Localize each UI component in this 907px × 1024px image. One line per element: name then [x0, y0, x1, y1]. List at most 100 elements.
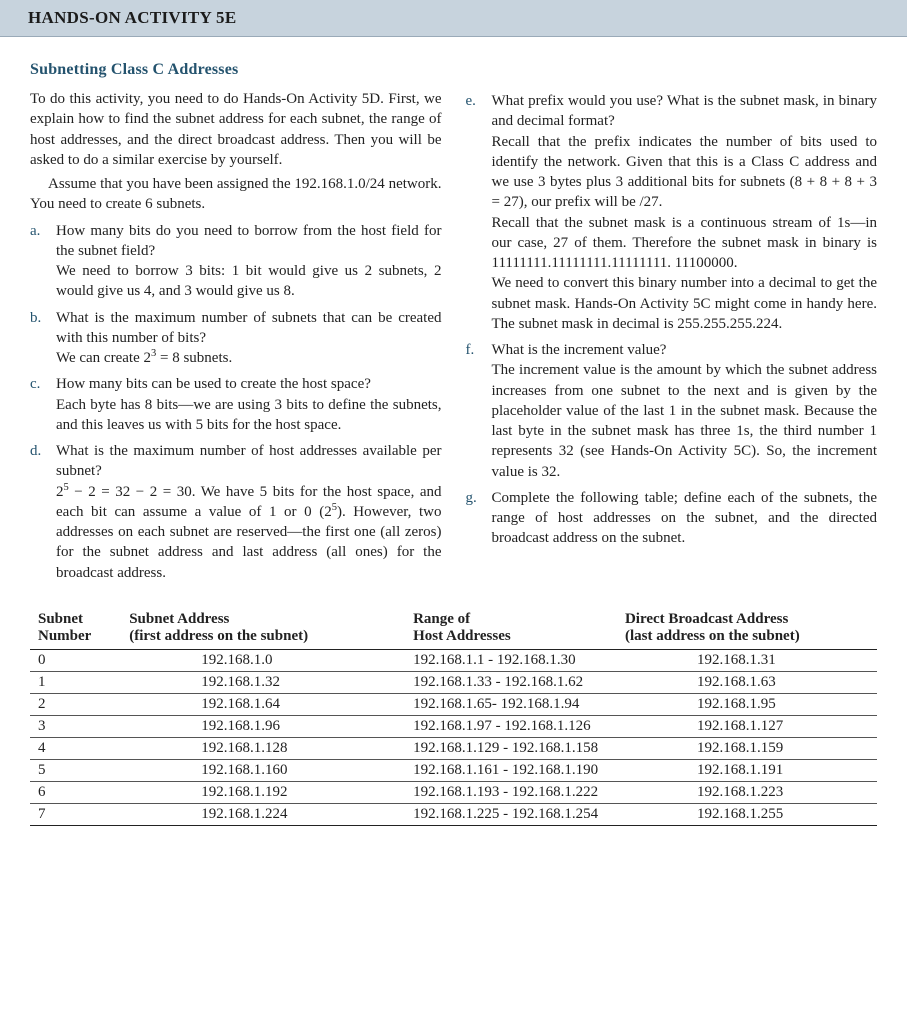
table-cell: 192.168.1.191 — [617, 759, 877, 781]
qa-question: What prefix would you use? What is the s… — [492, 93, 878, 129]
qa-letter: e. — [466, 91, 492, 334]
page: HANDS-ON ACTIVITY 5E Subnetting Class C … — [0, 0, 907, 846]
qa-body: What is the maximum number of subnets th… — [56, 308, 442, 369]
table-cell: 192.168.1.128 — [121, 737, 405, 759]
qa-question: What is the maximum number of subnets th… — [56, 310, 442, 346]
table-cell: 3 — [30, 715, 121, 737]
qa-question: How many bits do you need to borrow from… — [56, 223, 442, 259]
table-cell: 192.168.1.32 — [121, 671, 405, 693]
table-cell: 6 — [30, 781, 121, 803]
qa-answer: Each byte has 8 bits—we are using 3 bits… — [56, 395, 442, 436]
qa-item-b: b. What is the maximum number of subnets… — [30, 308, 442, 369]
table-row: 1192.168.1.32192.168.1.33 - 192.168.1.62… — [30, 671, 877, 693]
qa-body: Complete the following table; define eac… — [492, 488, 878, 549]
activity-title: HANDS-ON ACTIVITY 5E — [28, 8, 236, 27]
qa-body: How many bits can be used to create the … — [56, 374, 442, 435]
table-cell: 2 — [30, 693, 121, 715]
activity-header-bar: HANDS-ON ACTIVITY 5E — [0, 0, 907, 37]
qa-answer: Recall that the prefix indicates the num… — [492, 132, 878, 213]
left-column: To do this activity, you need to do Hand… — [30, 85, 442, 585]
qa-question: How many bits can be used to create the … — [56, 376, 371, 392]
table-cell: 7 — [30, 803, 121, 825]
qa-letter: c. — [30, 374, 56, 435]
table-row: 3192.168.1.96192.168.1.97 - 192.168.1.12… — [30, 715, 877, 737]
table-cell: 192.168.1.64 — [121, 693, 405, 715]
body-content: Subnetting Class C Addresses To do this … — [0, 37, 907, 585]
qa-letter: g. — [466, 488, 492, 549]
qa-answer-2: Recall that the subnet mask is a continu… — [492, 213, 878, 274]
th-line2: (first address on the subnet) — [129, 628, 397, 645]
table-row: 5192.168.1.160192.168.1.161 - 192.168.1.… — [30, 759, 877, 781]
table-cell: 0 — [30, 649, 121, 671]
table-cell: 192.168.1.161 - 192.168.1.190 — [405, 759, 617, 781]
table-head: Subnet Number Subnet Address (first addr… — [30, 607, 877, 650]
table-body: 0192.168.1.0192.168.1.1 - 192.168.1.3019… — [30, 649, 877, 825]
table-cell: 192.168.1.159 — [617, 737, 877, 759]
table-cell: 4 — [30, 737, 121, 759]
th-host-range: Range of Host Addresses — [405, 607, 617, 650]
th-line1: Range of — [413, 611, 609, 628]
qa-body: What is the maximum number of host addre… — [56, 441, 442, 583]
table-cell: 192.168.1.0 — [121, 649, 405, 671]
qa-answer: 25 − 2 = 32 − 2 = 30. We have 5 bits for… — [56, 482, 442, 583]
th-line1: Subnet Address — [129, 611, 397, 628]
table-cell: 192.168.1.1 - 192.168.1.30 — [405, 649, 617, 671]
table-cell: 192.168.1.192 — [121, 781, 405, 803]
table-cell: 192.168.1.127 — [617, 715, 877, 737]
table-cell: 192.168.1.95 — [617, 693, 877, 715]
section-title: Subnetting Class C Addresses — [30, 61, 877, 79]
table-cell: 192.168.1.97 - 192.168.1.126 — [405, 715, 617, 737]
intro-paragraph-2: Assume that you have been assigned the 1… — [30, 174, 442, 215]
table-cell: 5 — [30, 759, 121, 781]
th-broadcast: Direct Broadcast Address (last address o… — [617, 607, 877, 650]
table-cell: 192.168.1.96 — [121, 715, 405, 737]
table-cell: 192.168.1.255 — [617, 803, 877, 825]
qa-item-e: e. What prefix would you use? What is th… — [466, 91, 878, 334]
th-line2: (last address on the subnet) — [625, 628, 869, 645]
table-row: 6192.168.1.192192.168.1.193 - 192.168.1.… — [30, 781, 877, 803]
th-line1: Direct Broadcast Address — [625, 611, 869, 628]
th-line2: Host Addresses — [413, 628, 609, 645]
table-cell: 192.168.1.193 - 192.168.1.222 — [405, 781, 617, 803]
qa-question: What is the maximum number of host addre… — [56, 443, 442, 479]
intro-paragraph-1: To do this activity, you need to do Hand… — [30, 89, 442, 170]
qa-letter: d. — [30, 441, 56, 583]
two-column-layout: To do this activity, you need to do Hand… — [30, 85, 877, 585]
right-column: e. What prefix would you use? What is th… — [466, 85, 878, 585]
qa-letter: a. — [30, 221, 56, 302]
table-cell: 192.168.1.224 — [121, 803, 405, 825]
table-row: 4192.168.1.128192.168.1.129 - 192.168.1.… — [30, 737, 877, 759]
table-row: 0192.168.1.0192.168.1.1 - 192.168.1.3019… — [30, 649, 877, 671]
qa-letter: b. — [30, 308, 56, 369]
qa-question: What is the increment value? — [492, 342, 667, 358]
table-cell: 192.168.1.65- 192.168.1.94 — [405, 693, 617, 715]
subnet-table: Subnet Number Subnet Address (first addr… — [30, 607, 877, 826]
table-row: 7192.168.1.224192.168.1.225 - 192.168.1.… — [30, 803, 877, 825]
qa-item-a: a. How many bits do you need to borrow f… — [30, 221, 442, 302]
qa-item-d: d. What is the maximum number of host ad… — [30, 441, 442, 583]
table-cell: 192.168.1.31 — [617, 649, 877, 671]
th-line2: Number — [38, 628, 113, 645]
qa-answer: We can create 23 = 8 subnets. — [56, 348, 442, 368]
table-cell: 192.168.1.129 - 192.168.1.158 — [405, 737, 617, 759]
qa-answer: We need to borrow 3 bits: 1 bit would gi… — [56, 261, 442, 302]
qa-letter: f. — [466, 340, 492, 482]
th-subnet-address: Subnet Address (first address on the sub… — [121, 607, 405, 650]
table-row: 2192.168.1.64192.168.1.65- 192.168.1.941… — [30, 693, 877, 715]
qa-body: What is the increment value? The increme… — [492, 340, 878, 482]
qa-list-right: e. What prefix would you use? What is th… — [466, 91, 878, 549]
table-header-row: Subnet Number Subnet Address (first addr… — [30, 607, 877, 650]
qa-answer: The increment value is the amount by whi… — [492, 360, 878, 482]
table-cell: 192.168.1.223 — [617, 781, 877, 803]
qa-item-g: g. Complete the following table; define … — [466, 488, 878, 549]
qa-item-c: c. How many bits can be used to create t… — [30, 374, 442, 435]
qa-question: Complete the following table; define eac… — [492, 490, 878, 547]
qa-body: How many bits do you need to borrow from… — [56, 221, 442, 302]
th-line1: Subnet — [38, 611, 113, 628]
qa-list-left: a. How many bits do you need to borrow f… — [30, 221, 442, 583]
th-subnet-number: Subnet Number — [30, 607, 121, 650]
table-cell: 192.168.1.160 — [121, 759, 405, 781]
table-cell: 192.168.1.33 - 192.168.1.62 — [405, 671, 617, 693]
table-cell: 1 — [30, 671, 121, 693]
table-cell: 192.168.1.63 — [617, 671, 877, 693]
